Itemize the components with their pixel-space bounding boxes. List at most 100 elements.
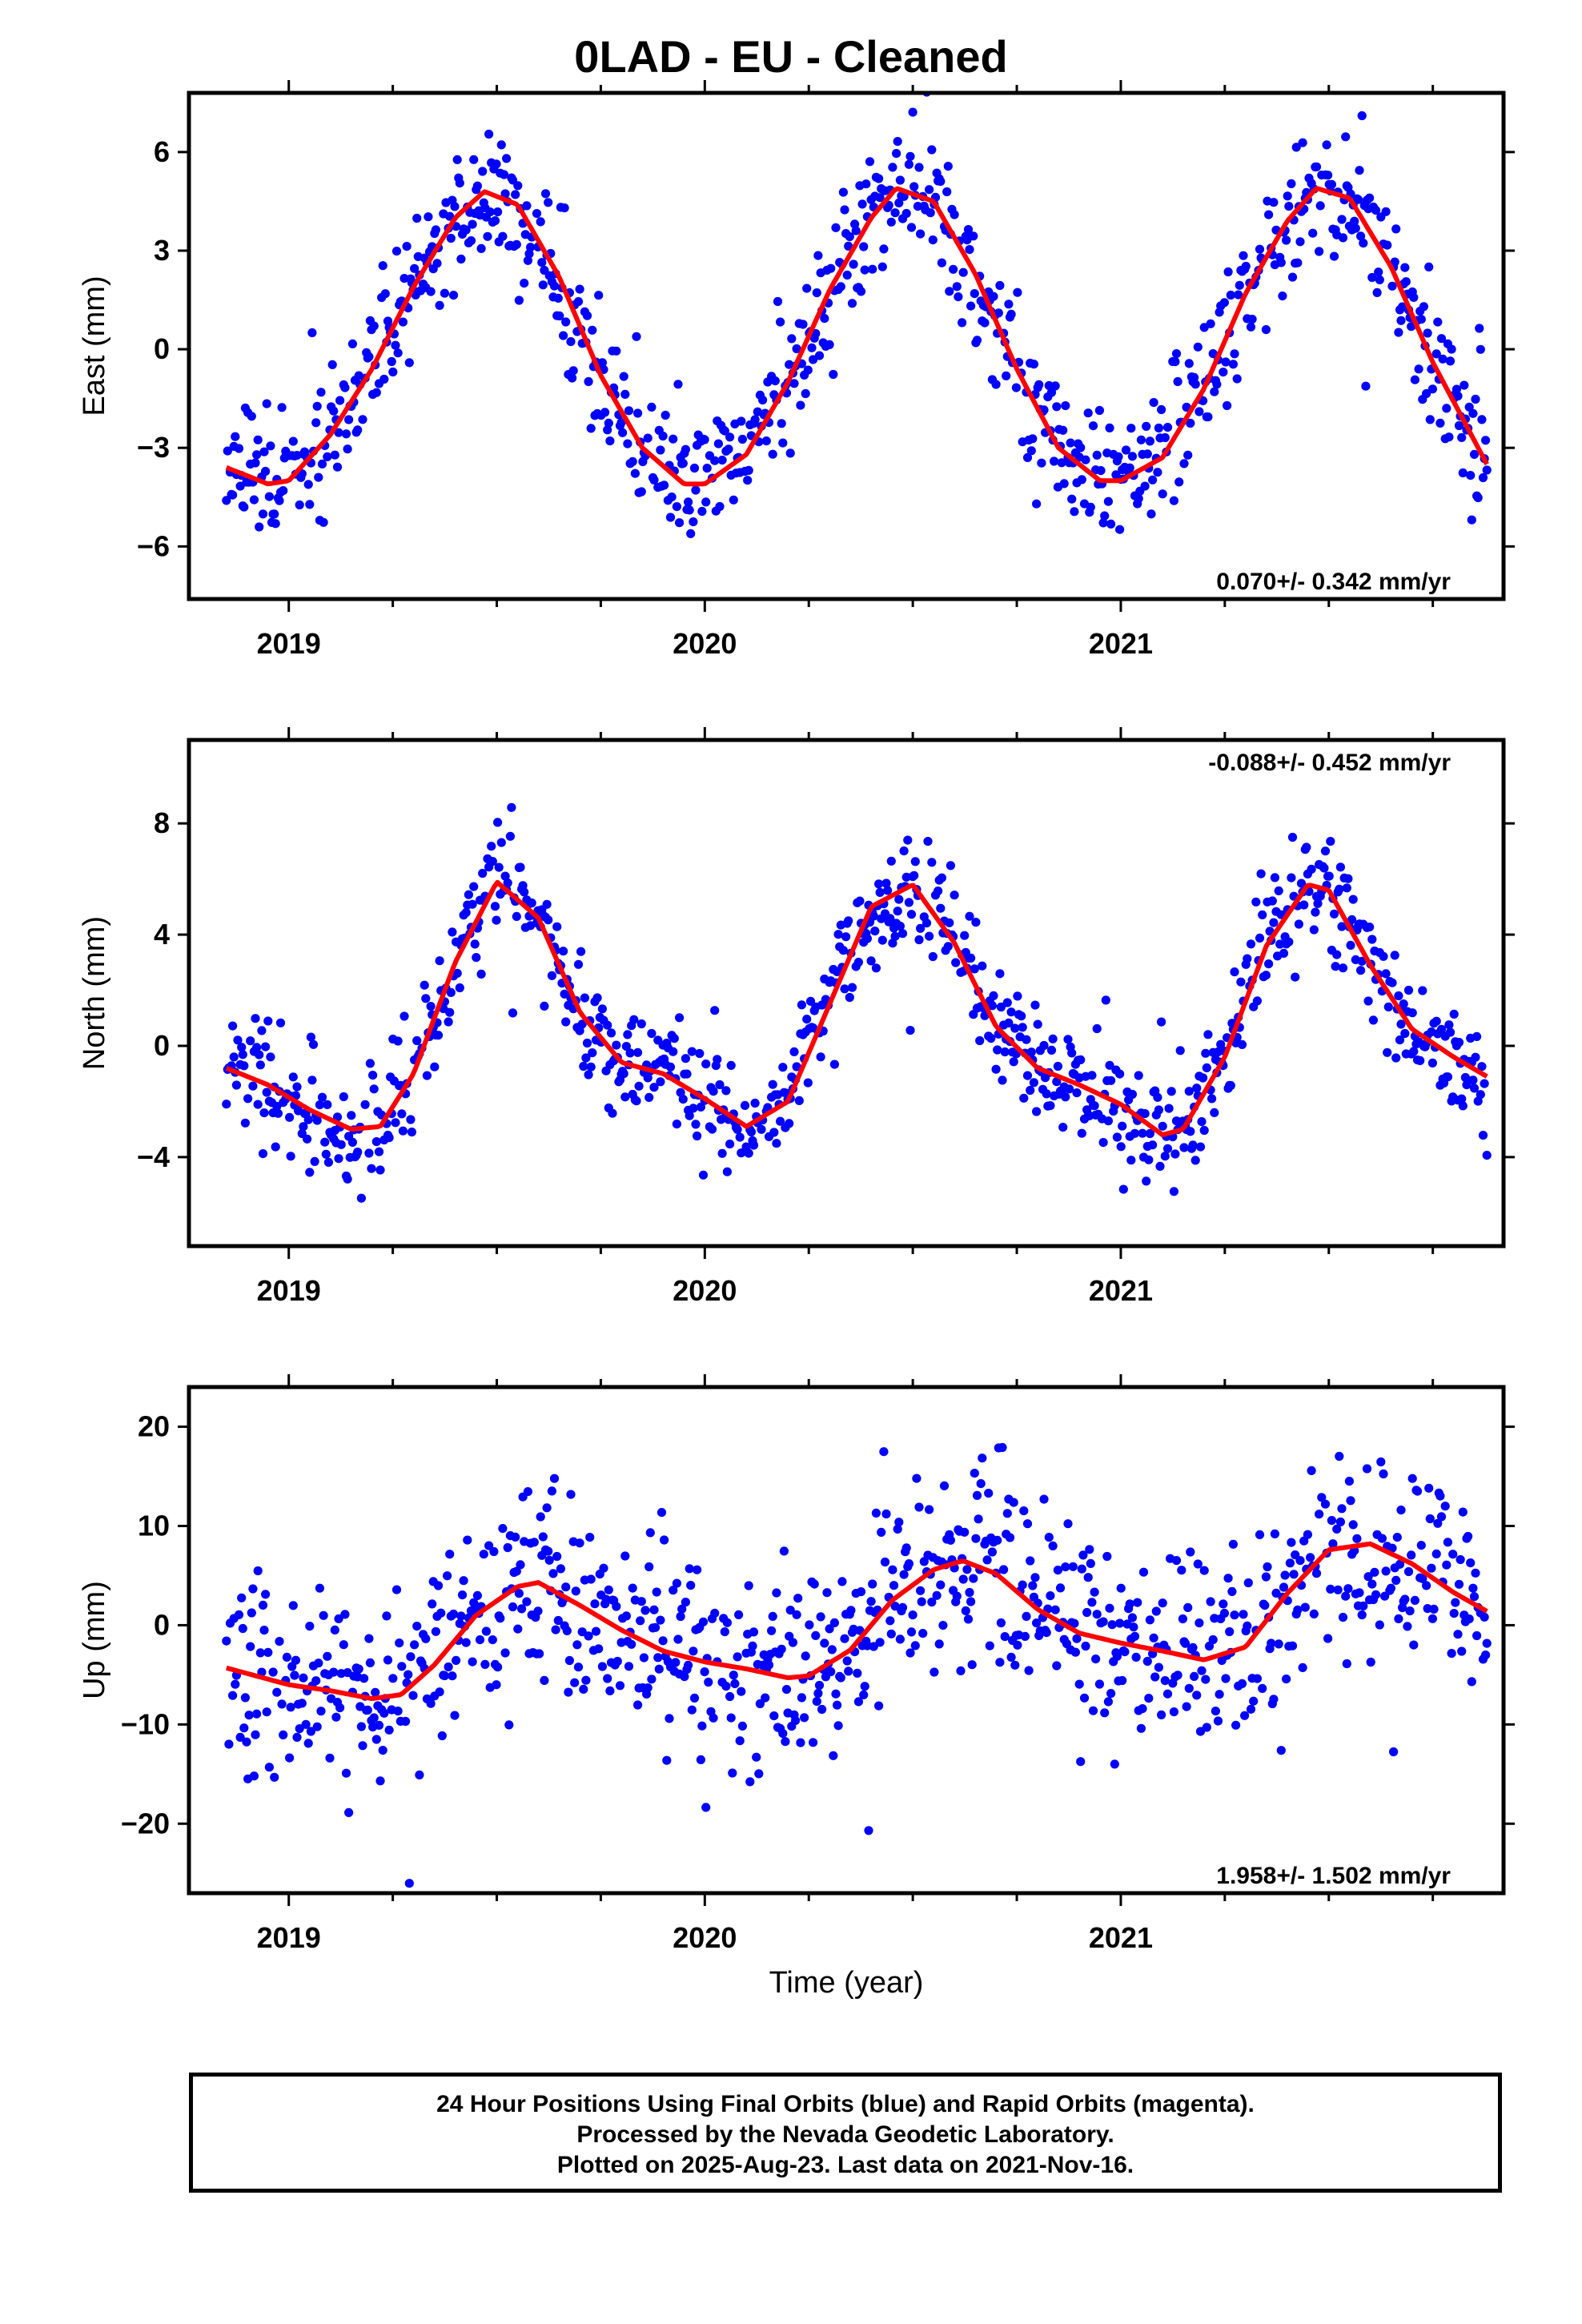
up-data-point <box>677 1604 687 1614</box>
east-data-point <box>319 517 328 527</box>
north-data-point <box>347 1137 357 1147</box>
north-data-point <box>1000 1047 1010 1057</box>
north-data-point <box>1063 1035 1073 1044</box>
east-data-point <box>807 343 817 352</box>
up-data-point <box>297 1699 307 1708</box>
up-data-point <box>1412 1486 1423 1496</box>
up-data-point <box>234 1610 244 1619</box>
up-data-point <box>1116 1583 1126 1593</box>
up-data-point <box>1190 1671 1199 1681</box>
north-data-point <box>634 1081 644 1091</box>
east-data-point <box>1183 450 1193 460</box>
east-data-point <box>970 289 979 299</box>
up-data-point <box>769 1711 779 1721</box>
up-data-point <box>1338 1612 1348 1622</box>
north-data-point <box>336 1140 346 1149</box>
up-data-point <box>932 1590 942 1600</box>
east-data-point <box>353 425 363 435</box>
up-data-point <box>1081 1641 1090 1651</box>
east-data-point <box>630 468 640 478</box>
north-data-point <box>1030 1000 1040 1010</box>
up-data-point <box>879 1447 889 1457</box>
up-data-point <box>282 1652 291 1662</box>
east-data-point <box>1052 402 1062 412</box>
east-data-point <box>1067 494 1077 504</box>
north-data-point <box>778 1063 788 1072</box>
up-data-point <box>1317 1493 1327 1502</box>
east-data-point <box>904 159 913 169</box>
east-data-point <box>1232 374 1242 384</box>
east-data-point <box>972 336 982 345</box>
north-fit-line <box>225 879 1488 1137</box>
up-data-point <box>431 1626 441 1636</box>
north-data-point <box>816 1052 825 1062</box>
north-data-point <box>789 1047 799 1056</box>
north-data-point <box>1346 940 1355 950</box>
east-data-point <box>1223 267 1233 277</box>
up-data-point <box>676 1611 685 1622</box>
up-data-point <box>936 1580 946 1590</box>
up-data-point <box>551 1625 560 1634</box>
north-data-point <box>1329 909 1339 919</box>
up-data-point <box>375 1776 385 1786</box>
east-data-point <box>1481 436 1491 445</box>
north-data-point <box>621 1042 632 1051</box>
north-data-point <box>709 1087 718 1096</box>
east-data-point <box>426 287 436 296</box>
east-data-point <box>1247 315 1257 324</box>
up-data-point <box>1403 1622 1412 1631</box>
up-data-point <box>481 1626 492 1636</box>
up-data-point <box>1335 1517 1345 1527</box>
east-data-point <box>943 162 953 171</box>
up-data-point <box>384 1725 394 1735</box>
up-data-point <box>1230 1610 1239 1620</box>
up-data-point <box>604 1585 613 1594</box>
up-data-point <box>788 1638 798 1647</box>
east-data-point <box>1070 507 1079 517</box>
up-data-point <box>728 1768 737 1778</box>
up-data-point <box>733 1652 742 1662</box>
north-data-point <box>840 984 849 994</box>
east-points <box>222 93 1492 539</box>
north-data-point <box>420 980 429 990</box>
east-data-point <box>623 439 632 448</box>
east-data-point <box>842 270 852 280</box>
north-data-point <box>797 1000 807 1010</box>
up-data-point <box>1443 1538 1452 1547</box>
east-data-point <box>1026 446 1036 456</box>
up-data-point <box>1320 1499 1331 1509</box>
east-data-point <box>958 267 968 277</box>
east-data-point <box>1357 111 1367 121</box>
east-xtick-label: 2021 <box>1089 627 1153 660</box>
north-data-point <box>1394 991 1403 1001</box>
up-data-point <box>484 1541 494 1550</box>
east-data-point <box>980 318 990 328</box>
north-data-point <box>1191 1156 1200 1165</box>
east-data-point <box>1365 193 1375 203</box>
north-data-point <box>444 1017 453 1027</box>
north-data-point <box>904 898 913 907</box>
up-data-point <box>535 1649 544 1659</box>
up-data-point <box>868 1579 877 1589</box>
up-data-point <box>1270 1529 1279 1538</box>
east-data-point <box>879 244 889 254</box>
up-data-point <box>291 1655 300 1665</box>
north-data-point <box>1383 1002 1393 1011</box>
up-data-point <box>684 1660 693 1670</box>
up-data-point <box>952 1591 962 1601</box>
east-data-point <box>792 344 801 354</box>
east-data-point <box>1190 372 1199 382</box>
up-data-point <box>1326 1584 1335 1594</box>
east-data-point <box>829 369 838 380</box>
north-data-point <box>1230 967 1239 977</box>
east-data-point <box>927 145 937 155</box>
east-data-point <box>259 447 269 456</box>
east-data-point <box>255 522 264 532</box>
north-data-point <box>792 1062 801 1072</box>
east-data-point <box>277 403 287 412</box>
north-data-point <box>717 1148 727 1158</box>
up-data-point <box>669 1586 678 1595</box>
east-data-point <box>1323 171 1333 180</box>
east-data-point <box>393 348 403 358</box>
north-data-point <box>1210 1108 1219 1117</box>
